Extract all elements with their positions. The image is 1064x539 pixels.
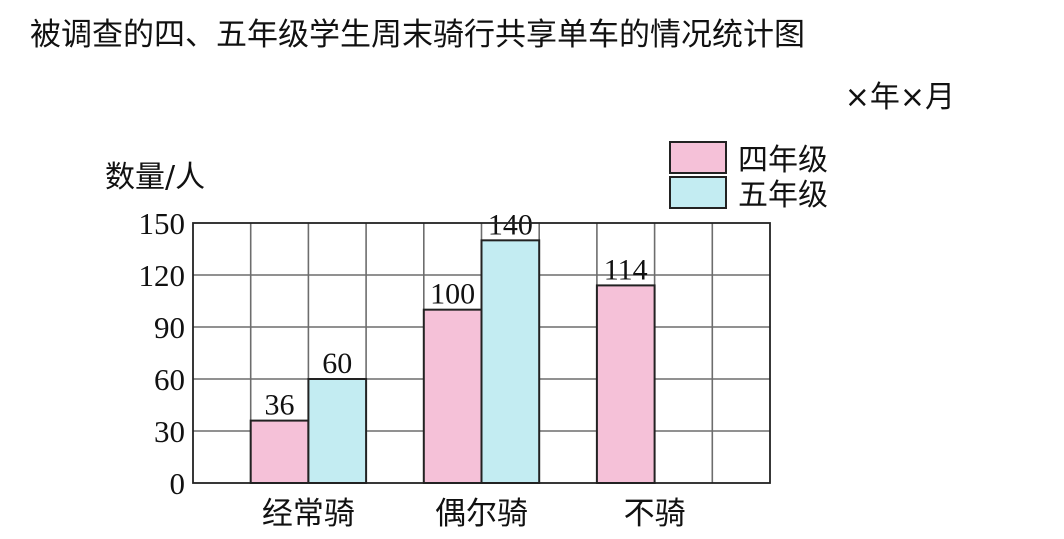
- data-label-grade4-sometimes: 100: [430, 278, 475, 311]
- y-tick-labels: 0 30 60 90 120 150: [139, 206, 186, 501]
- y-tick-label: 150: [139, 206, 186, 241]
- bar-grade5-sometimes: [480, 239, 541, 484]
- plot-border: [192, 222, 771, 484]
- category-labels: 经常骑 偶尔骑 不骑: [262, 496, 686, 532]
- bar-grade4-often: [249, 419, 310, 485]
- data-label-grade4-often: 36: [265, 389, 295, 422]
- y-tick-label: 120: [139, 258, 186, 293]
- legend-swatch-grade4: [669, 141, 727, 174]
- category-label-never: 不骑: [624, 496, 686, 532]
- category-label-often: 经常骑: [262, 496, 355, 532]
- y-axis-label: 数量/人: [105, 160, 205, 195]
- chart-title: 被调查的四、五年级学生周末骑行共享单车的情况统计图: [30, 17, 805, 53]
- y-tick-label: 90: [154, 310, 185, 345]
- date-note: ×年×月: [845, 80, 955, 115]
- data-labels-group: 36 100 114 60 140: [265, 208, 648, 421]
- legend-label-grade4: 四年级: [738, 143, 828, 178]
- y-tick-label: 30: [154, 414, 185, 449]
- bar-grade5-often: [307, 378, 368, 484]
- data-label-grade4-never: 114: [604, 253, 648, 286]
- bars-group: [249, 239, 656, 485]
- legend: 四年级 五年级: [669, 141, 828, 213]
- bar-grade4-never: [595, 284, 656, 484]
- bar-grade4-sometimes: [422, 308, 483, 484]
- category-label-sometimes: 偶尔骑: [435, 496, 528, 532]
- y-tick-label: 60: [154, 362, 185, 397]
- legend-label-grade5: 五年级: [738, 178, 828, 213]
- y-tick-label: 0: [170, 466, 186, 501]
- data-label-grade5-often: 60: [322, 347, 352, 380]
- data-label-grade5-sometimes: 140: [488, 208, 533, 241]
- legend-swatch-grade5: [669, 176, 727, 209]
